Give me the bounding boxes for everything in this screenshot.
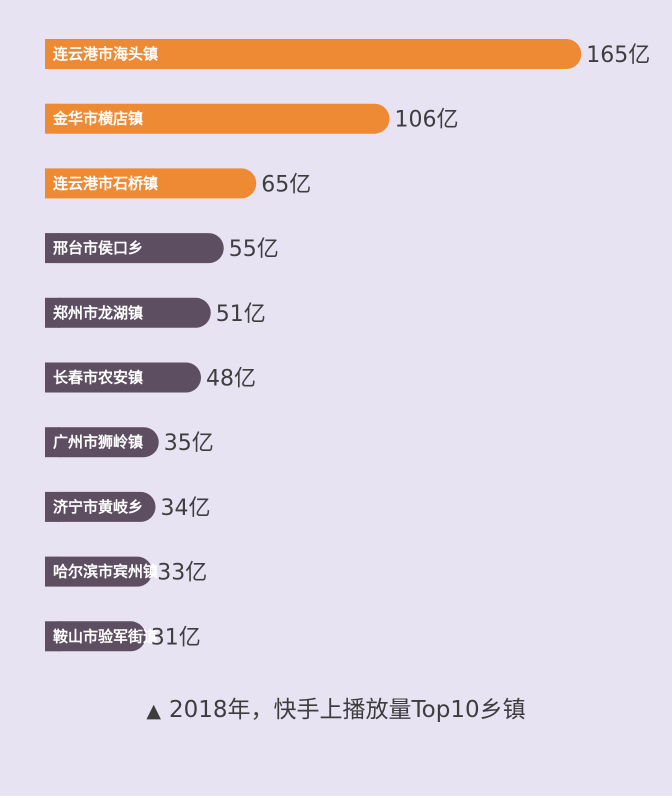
bar-9-value-label: 33亿 <box>157 561 207 586</box>
bar-6-left-edge <box>45 362 60 393</box>
bar-5-category-label: 郑州市龙湖镇 <box>53 304 143 322</box>
bar-8-value-label: 34亿 <box>161 496 211 521</box>
bar-1-category-label: 连云港市海头镇 <box>53 45 158 63</box>
bar-1-value-label: 165亿 <box>586 43 650 68</box>
bar-3 <box>45 168 257 199</box>
bar-3-left-edge <box>45 168 60 199</box>
bar-9-category-label: 哈尔滨市宾州镇 <box>53 563 158 581</box>
bar-7 <box>45 427 159 458</box>
bar-1 <box>45 39 582 69</box>
bar-3-value-label: 65亿 <box>261 172 311 197</box>
bar-10-left-edge <box>45 621 60 652</box>
bar-6-category-label: 长春市农安镇 <box>53 369 143 387</box>
bar-4-value-label: 55亿 <box>229 237 279 262</box>
bar-1-left-edge <box>45 39 60 69</box>
bar-6-value-label: 48亿 <box>206 367 256 392</box>
bar-3-category-label: 连云港市石桥镇 <box>53 174 158 192</box>
bar-6 <box>45 362 201 393</box>
bar-2-value-label: 106亿 <box>395 108 459 133</box>
bar-9-left-edge <box>45 556 60 587</box>
bar-10 <box>45 621 146 652</box>
bar-5-value-label: 51亿 <box>216 302 266 327</box>
bar-2-category-label: 金华市横店镇 <box>52 110 143 128</box>
bar-5-left-edge <box>45 297 60 328</box>
chart-caption: ▲ 2018年，快手上播放量Top10乡镇 <box>0 690 672 724</box>
bar-4-category-label: 邢台市侯口乡 <box>52 239 143 257</box>
bar-10-category-label: 鞍山市验军街道 <box>53 627 158 645</box>
bar-9 <box>45 556 153 587</box>
caption-text: 2018年，快手上播放量Top10乡镇 <box>169 697 526 723</box>
triangle-marker-icon: ▲ <box>146 700 161 722</box>
bar-4-left-edge <box>45 233 60 264</box>
bar-2 <box>45 103 390 134</box>
bar-2-left-edge <box>45 103 60 134</box>
bar-10-value-label: 31亿 <box>151 625 201 650</box>
bar-7-category-label: 广州市狮岭镇 <box>53 433 143 451</box>
bar-4 <box>45 233 224 264</box>
bar-8 <box>45 491 156 522</box>
bar-8-left-edge <box>45 491 60 522</box>
bar-7-left-edge <box>45 427 60 458</box>
bar-8-category-label: 济宁市黄岐乡 <box>53 498 143 516</box>
bar-7-value-label: 35亿 <box>164 431 214 456</box>
bar-5 <box>45 297 211 328</box>
